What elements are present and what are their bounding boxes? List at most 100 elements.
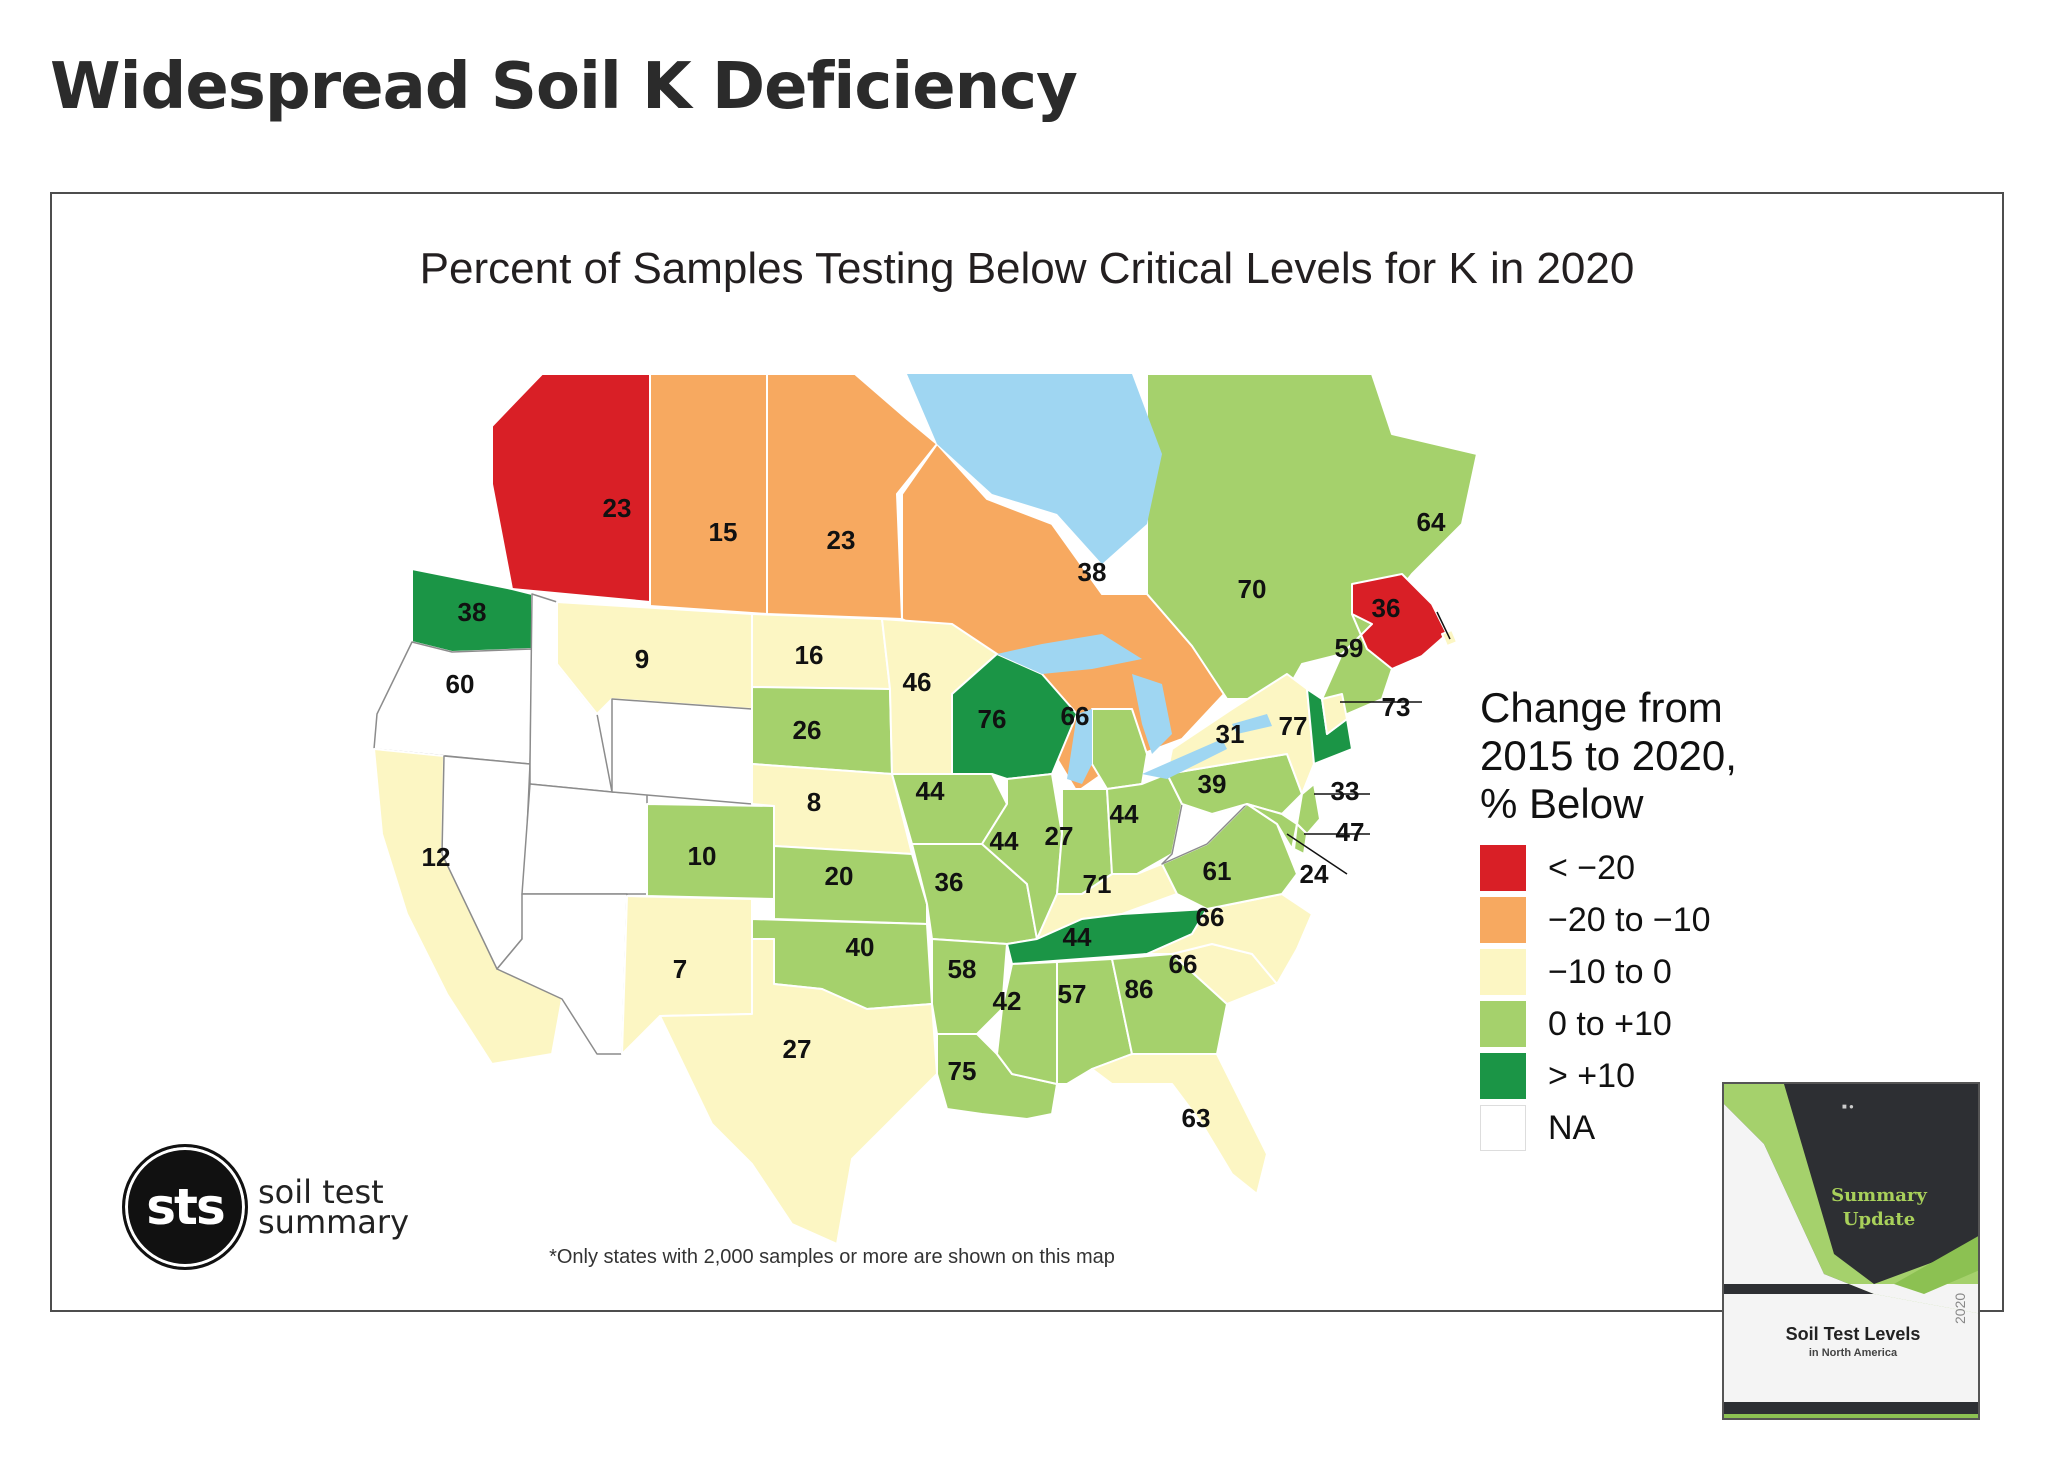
- value-label-ny: 31: [1216, 719, 1245, 749]
- cover-subtitle: in North America: [1808, 1347, 1898, 1359]
- value-label-wa: 38: [458, 597, 487, 627]
- legend-label: −20 to −10: [1548, 900, 1711, 939]
- value-label-mi: 66: [1061, 701, 1090, 731]
- value-label-mb: 23: [827, 525, 856, 555]
- legend-swatch: [1480, 1105, 1526, 1151]
- value-label-ns: 36: [1372, 593, 1401, 623]
- value-label-ar: 58: [948, 954, 977, 984]
- value-label-wi: 76: [978, 704, 1007, 734]
- value-label-mo: 36: [935, 867, 964, 897]
- logo-line-2: summary: [258, 1203, 409, 1241]
- legend-swatch: [1480, 1053, 1526, 1099]
- value-label-ne: 8: [807, 787, 821, 817]
- leader-line-md: [1286, 833, 1348, 875]
- region-montana: [556, 601, 753, 715]
- legend-label: −10 to 0: [1548, 952, 1672, 991]
- sts-logo: sts soil test summary: [122, 1144, 409, 1270]
- region-louisiana: [936, 1033, 1058, 1120]
- cover-summary-line-2: Update: [1842, 1209, 1916, 1230]
- region-mississippi: [996, 961, 1058, 1085]
- value-label-mt: 9: [635, 644, 649, 674]
- value-label-pa: 39: [1198, 769, 1227, 799]
- value-label-mn: 46: [903, 667, 932, 697]
- legend-title-line-3: % Below: [1480, 780, 1644, 827]
- value-label-ia: 44: [916, 776, 945, 806]
- region-nebraska: [751, 763, 913, 855]
- region-north-carolina: [1146, 893, 1313, 985]
- value-label-ky: 71: [1083, 869, 1112, 899]
- state-value-labels: 23 15 23 38 70 59 36 64 38 60 12 9 16 26…: [422, 493, 1446, 1133]
- legend-title-line-1: Change from: [1480, 684, 1723, 731]
- value-label-on: 38: [1078, 557, 1107, 587]
- leader-line-pe: [1436, 611, 1451, 640]
- region-new-jersey: [1296, 783, 1321, 835]
- value-label-co: 10: [688, 841, 717, 871]
- map-panel: Percent of Samples Testing Below Critica…: [50, 192, 2004, 1312]
- value-label-ga: 86: [1125, 974, 1154, 1004]
- value-label-in: 27: [1045, 821, 1074, 851]
- map-title: Percent of Samples Testing Below Critica…: [419, 244, 1635, 293]
- value-label-sk: 15: [709, 517, 738, 547]
- value-label-or: 60: [446, 669, 475, 699]
- value-label-de: 47: [1336, 817, 1365, 847]
- value-label-nj: 33: [1331, 776, 1360, 806]
- value-label-nc: 66: [1196, 902, 1225, 932]
- legend-item: < −20: [1480, 842, 1737, 894]
- legend: Change from 2015 to 2020, % Below < −20 …: [1480, 684, 1737, 1154]
- region-alberta: [491, 373, 651, 603]
- value-label-ok: 40: [846, 932, 875, 962]
- value-label-md: 24: [1300, 859, 1329, 889]
- value-label-ms: 42: [993, 986, 1022, 1016]
- value-label-qc: 70: [1238, 574, 1267, 604]
- value-label-nb: 59: [1335, 633, 1364, 663]
- region-wyoming: [611, 698, 753, 805]
- region-florida: [1091, 1053, 1268, 1195]
- lake-ontario: [1232, 714, 1272, 734]
- legend-swatch: [1480, 949, 1526, 995]
- value-label-la: 75: [948, 1056, 977, 1086]
- region-utah: [521, 783, 648, 895]
- legend-label: < −20: [1548, 848, 1635, 887]
- value-label-tn: 44: [1063, 922, 1092, 952]
- legend-swatch: [1480, 845, 1526, 891]
- value-label-ab: 23: [603, 493, 632, 523]
- value-label-ca: 12: [422, 842, 451, 872]
- cover-year: 2020: [1952, 1292, 1968, 1324]
- region-south-dakota: [751, 686, 893, 775]
- legend-item: −20 to −10: [1480, 894, 1737, 946]
- lake-superior: [997, 634, 1142, 674]
- value-label-sc: 66: [1169, 949, 1198, 979]
- choropleth-map: 23 15 23 38 70 59 36 64 38 60 12 9 16 26…: [373, 373, 1478, 1245]
- value-label-nm: 7: [673, 954, 687, 984]
- legend-swatch: [1480, 1001, 1526, 1047]
- value-label-pe: 64: [1417, 507, 1446, 537]
- logo-line-1: soil test: [258, 1173, 384, 1211]
- value-label-tx: 27: [783, 1034, 812, 1064]
- lake-huron: [1132, 674, 1172, 754]
- value-label-ks: 20: [825, 861, 854, 891]
- slide-title: Widespread Soil K Deficiency: [50, 50, 1078, 124]
- region-delaware: [1293, 823, 1308, 855]
- legend-item: 0 to +10: [1480, 998, 1737, 1050]
- region-saskatchewan: [649, 373, 768, 615]
- hudson-bay: [907, 374, 1162, 564]
- sts-logo-mark: sts: [122, 1144, 248, 1270]
- cover-title: Soil Test Levels: [1785, 1324, 1921, 1344]
- region-oregon: [373, 641, 533, 765]
- legend-swatch: [1480, 897, 1526, 943]
- value-label-nh: 73: [1382, 692, 1411, 722]
- value-label-sd: 26: [793, 715, 822, 745]
- cover-logos: ■ ●: [1842, 1102, 1854, 1111]
- sts-logo-wordmark: soil test summary: [258, 1173, 409, 1241]
- footnote: *Only states with 2,000 samples or more …: [549, 1246, 1115, 1268]
- value-label-nd: 16: [795, 640, 824, 670]
- legend-item: −10 to 0: [1480, 946, 1737, 998]
- cover-artwork: [1724, 1084, 1978, 1418]
- lake-erie: [1142, 739, 1227, 779]
- cover-summary-line-1: Summary: [1831, 1185, 1927, 1206]
- value-label-va: 61: [1203, 856, 1232, 886]
- value-label-vt: 77: [1279, 711, 1308, 741]
- legend-title: Change from 2015 to 2020, % Below: [1480, 684, 1737, 828]
- value-label-fl: 63: [1182, 1103, 1211, 1133]
- value-label-il: 44: [990, 826, 1019, 856]
